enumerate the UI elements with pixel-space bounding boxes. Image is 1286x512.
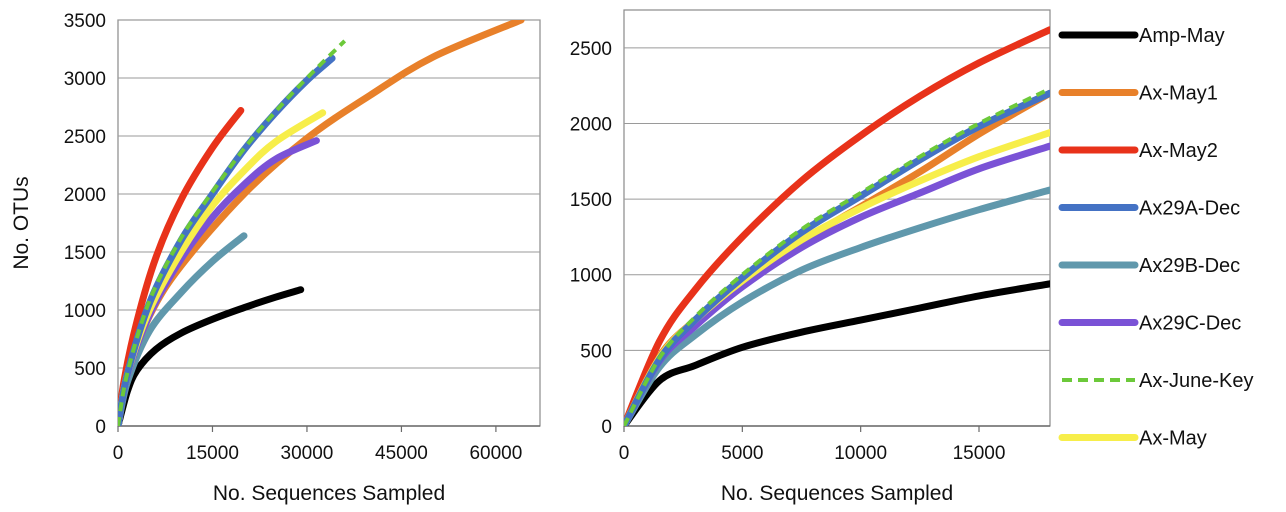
right-x-axis-title: No. Sequences Sampled <box>721 482 953 505</box>
legend-entry-ax-may: Ax-May <box>1058 428 1207 450</box>
left-x-axis-title: No. Sequences Sampled <box>213 482 445 505</box>
right-series-ax29b-dec <box>624 186 1050 426</box>
left-ytick-label: 0 <box>95 417 106 438</box>
right-ytick-label: 500 <box>580 341 612 362</box>
legend-entry-ax-may2: Ax-May2 <box>1058 140 1218 162</box>
legend-label-ax29c-dec: Ax29C-Dec <box>1139 313 1241 335</box>
legend: Amp-May Ax-May1 Ax-May2 Ax29A-Dec Ax29B-Dec A… <box>1058 25 1254 450</box>
left-ytick-label: 3000 <box>64 69 106 90</box>
legend-entry-ax-june-key: Ax-June-Key <box>1062 370 1254 392</box>
legend-entry-ax29c-dec: Ax29C-Dec <box>1058 313 1241 335</box>
right-xtick-label: 5000 <box>721 443 763 464</box>
left-xtick-label: 0 <box>113 443 124 464</box>
legend-label-ax-may1: Ax-May1 <box>1139 83 1218 105</box>
left-xtick-label: 30000 <box>281 443 334 464</box>
left-chart: 0 500 1000 1500 2000 2500 3000 3500 0 15000 30000 4… <box>10 11 541 505</box>
legend-entry-ax29b-dec: Ax29B-Dec <box>1058 255 1240 277</box>
left-y-axis-title: No. OTUs <box>10 176 33 269</box>
right-series-ax-june-key <box>624 86 1050 426</box>
legend-entry-amp-may: Amp-May <box>1058 25 1225 47</box>
right-series-ax29c-dec <box>624 142 1050 426</box>
right-ytick-label: 2500 <box>570 39 612 60</box>
left-series-ax-june-key <box>118 39 347 426</box>
right-series-amp-may <box>624 280 1050 426</box>
left-ytick-label: 1500 <box>64 243 106 264</box>
right-series-ax-may2 <box>624 26 1050 426</box>
right-xtick-label: 0 <box>619 443 630 464</box>
right-ytick-label: 0 <box>601 417 612 438</box>
left-series-ax29a-dec <box>118 54 336 426</box>
left-ytick-label: 500 <box>74 359 106 380</box>
right-ytick-label: 1000 <box>570 266 612 287</box>
right-series-ax-may <box>624 129 1050 426</box>
left-xtick-label: 45000 <box>375 443 428 464</box>
right-xtick-label: 15000 <box>953 443 1006 464</box>
left-ytick-label: 1000 <box>64 301 106 322</box>
right-ytick-label: 1500 <box>570 190 612 211</box>
legend-label-ax29a-dec: Ax29A-Dec <box>1139 198 1240 220</box>
legend-label-amp-may: Amp-May <box>1139 25 1225 47</box>
left-xtick-label: 60000 <box>469 443 522 464</box>
legend-entry-ax-may1: Ax-May1 <box>1058 83 1218 105</box>
left-plot-frame <box>117 19 541 427</box>
left-ytick-label: 2500 <box>64 127 106 148</box>
legend-label-ax-may: Ax-May <box>1139 428 1207 450</box>
legend-entry-ax29a-dec: Ax29A-Dec <box>1058 198 1240 220</box>
left-series-ax-may1 <box>118 20 525 426</box>
left-ytick-label: 2000 <box>64 185 106 206</box>
legend-label-ax-may2: Ax-May2 <box>1139 140 1218 162</box>
left-xtick-label: 15000 <box>186 443 239 464</box>
left-ytick-label: 3500 <box>64 11 106 32</box>
legend-label-ax-june-key: Ax-June-Key <box>1139 370 1254 392</box>
legend-label-ax29b-dec: Ax29B-Dec <box>1139 255 1240 277</box>
right-ytick-label: 2000 <box>570 114 612 135</box>
right-xtick-label: 10000 <box>834 443 887 464</box>
